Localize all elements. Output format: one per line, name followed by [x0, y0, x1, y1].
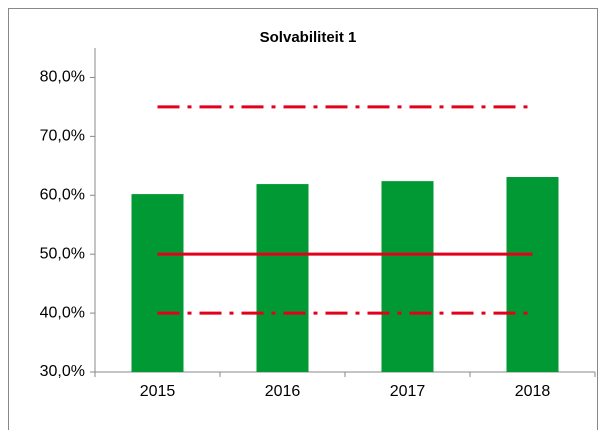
bar — [256, 184, 309, 372]
bar — [381, 181, 434, 372]
x-tick-label: 2016 — [265, 383, 301, 400]
y-tick-label: 40,0% — [40, 304, 85, 321]
bar — [131, 194, 184, 372]
x-tick-label: 2015 — [140, 383, 176, 400]
bar — [506, 177, 559, 372]
y-tick-label: 30,0% — [40, 363, 85, 380]
y-tick-label: 70,0% — [40, 128, 85, 145]
y-tick-label: 50,0% — [40, 245, 85, 262]
y-tick-label: 80,0% — [40, 69, 85, 86]
y-tick-label: 60,0% — [40, 186, 85, 203]
chart-title: Solvabiliteit 1 — [260, 29, 357, 46]
x-tick-label: 2017 — [390, 383, 426, 400]
x-tick-label: 2018 — [515, 383, 551, 400]
